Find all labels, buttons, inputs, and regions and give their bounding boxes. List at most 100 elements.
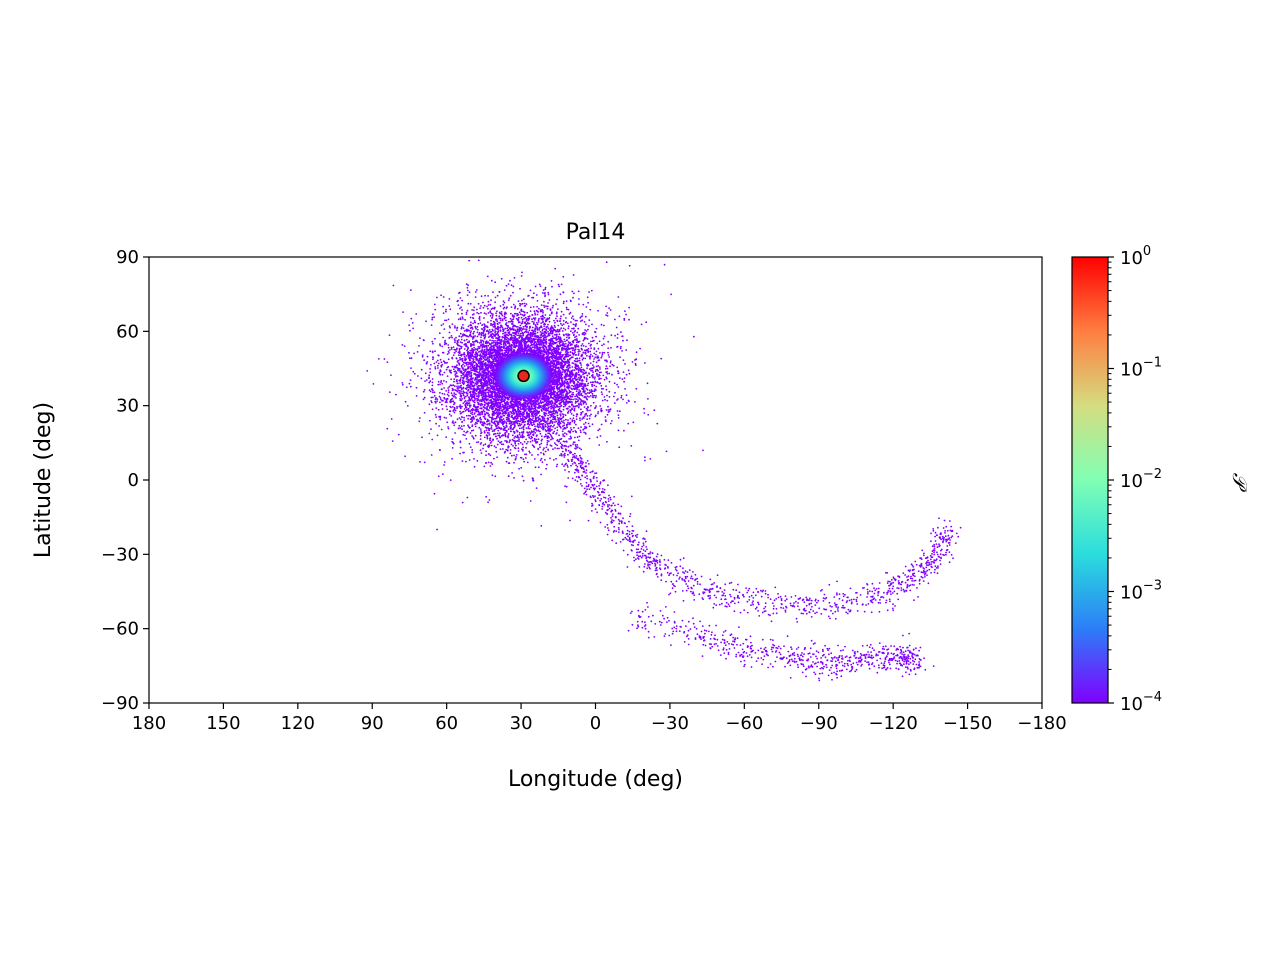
star-point xyxy=(428,432,431,435)
star-point xyxy=(442,336,444,339)
star-point xyxy=(442,305,444,308)
star-point xyxy=(466,294,469,296)
star-point xyxy=(579,317,582,319)
star-point xyxy=(513,334,515,337)
star-point xyxy=(462,327,465,330)
star-point xyxy=(377,358,380,360)
star-point xyxy=(444,401,447,404)
star-point xyxy=(464,434,466,437)
star-point xyxy=(505,323,507,326)
star-point xyxy=(580,370,583,373)
star-point xyxy=(434,308,437,311)
star-point xyxy=(563,465,565,467)
star-point xyxy=(656,422,659,425)
star-point xyxy=(557,308,559,310)
star-point xyxy=(443,341,446,343)
star-point xyxy=(453,407,456,409)
star-point xyxy=(531,444,534,446)
star-point xyxy=(588,319,591,321)
star-point xyxy=(577,348,580,351)
star-point xyxy=(592,396,595,399)
star-point xyxy=(471,451,474,454)
star-point xyxy=(488,433,491,436)
star-point xyxy=(485,450,487,453)
star-point xyxy=(479,449,482,451)
chart-title: Pal14 xyxy=(566,220,626,245)
star-point xyxy=(585,377,588,380)
star-point xyxy=(571,366,574,368)
star-point xyxy=(586,354,588,357)
star-point xyxy=(584,421,587,424)
star-point xyxy=(567,453,569,456)
star-point xyxy=(447,350,450,353)
star-point xyxy=(520,316,523,319)
star-point xyxy=(575,398,578,400)
star-point xyxy=(423,389,426,391)
star-point xyxy=(628,264,631,267)
star-point xyxy=(537,466,540,469)
star-point xyxy=(505,284,508,287)
star-point xyxy=(457,375,459,378)
star-point xyxy=(554,383,557,386)
star-point xyxy=(529,306,532,309)
star-point xyxy=(583,431,585,434)
star-point xyxy=(496,294,499,297)
star-point xyxy=(489,465,492,467)
star-point xyxy=(607,340,610,343)
star-point xyxy=(467,357,470,359)
star-point xyxy=(560,315,562,318)
star-point xyxy=(525,408,528,410)
star-point xyxy=(572,274,575,276)
star-point xyxy=(463,371,465,374)
star-point xyxy=(597,429,600,432)
star-point xyxy=(613,395,615,398)
star-point xyxy=(433,391,436,394)
star-point xyxy=(457,339,460,341)
star-point xyxy=(517,447,520,450)
star-point xyxy=(497,329,500,331)
star-point xyxy=(588,376,591,379)
star-point xyxy=(372,383,375,385)
star-point xyxy=(527,295,529,297)
star-point xyxy=(524,304,527,307)
star-point xyxy=(565,336,568,339)
star-point xyxy=(571,331,574,334)
star-point xyxy=(419,337,421,339)
star-point xyxy=(570,317,573,319)
star-point xyxy=(551,285,553,288)
star-point xyxy=(567,410,570,413)
star-point xyxy=(473,344,475,346)
star-point xyxy=(388,334,391,336)
star-point xyxy=(598,378,600,381)
star-point xyxy=(593,378,596,380)
star-point xyxy=(631,361,634,363)
star-point xyxy=(459,446,462,449)
star-point xyxy=(431,378,434,380)
star-point xyxy=(540,322,543,325)
star-point xyxy=(603,343,605,346)
star-point xyxy=(397,433,400,436)
star-point xyxy=(524,316,527,319)
star-point xyxy=(551,437,554,440)
star-point xyxy=(537,321,540,323)
star-point xyxy=(464,370,466,373)
star-point xyxy=(547,323,549,326)
star-point xyxy=(511,423,514,426)
star-point xyxy=(472,309,475,312)
star-point xyxy=(423,396,426,399)
star-point xyxy=(430,400,432,402)
star-point xyxy=(433,362,436,365)
star-point xyxy=(619,347,622,350)
star-point xyxy=(505,418,508,421)
star-point xyxy=(433,395,436,397)
star-point xyxy=(464,318,466,321)
star-point xyxy=(619,356,621,359)
star-point xyxy=(574,444,577,446)
star-point xyxy=(586,367,588,370)
star-point xyxy=(482,447,484,450)
star-point xyxy=(521,302,524,305)
star-point xyxy=(432,313,434,316)
star-point xyxy=(535,309,538,312)
star-point xyxy=(617,386,620,388)
star-point xyxy=(564,414,567,417)
